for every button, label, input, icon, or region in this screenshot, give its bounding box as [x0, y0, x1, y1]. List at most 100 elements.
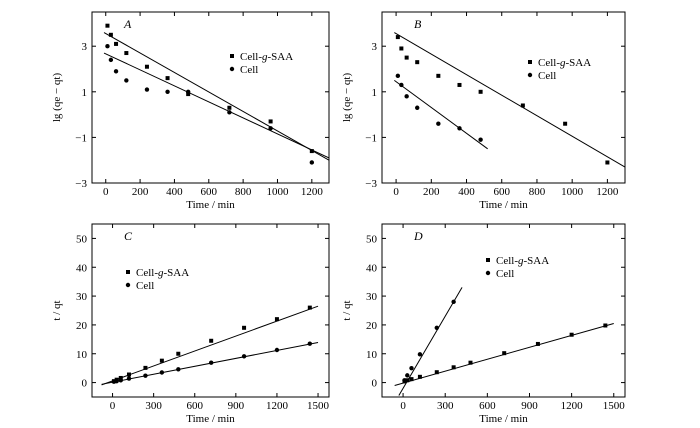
x-tick-label: 400: [166, 186, 183, 198]
data-point-cell: [159, 370, 165, 375]
x-axis-label: Time / min: [479, 413, 528, 425]
x-tick-label: 800: [235, 186, 252, 198]
data-point-cell-g-saa: [186, 92, 191, 97]
y-axis-label: t / qt: [341, 300, 353, 320]
legend-label: Cell-g-SAA: [538, 57, 591, 69]
y-axis-label: lg (qe − qt): [341, 73, 353, 123]
legend-marker: [527, 72, 533, 78]
x-tick-label: 800: [529, 186, 546, 198]
data-point-cell-g-saa: [395, 35, 400, 40]
y-tick-label: 20: [366, 320, 378, 332]
legend-marker: [125, 282, 131, 288]
data-point-cell-g-saa: [159, 358, 164, 363]
x-tick-label: 1200: [301, 186, 324, 198]
plot-area: [394, 32, 625, 168]
x-tick-label: 0: [103, 186, 109, 198]
y-tick-label: −1: [365, 132, 377, 144]
panel-label: A: [123, 17, 132, 31]
data-point-cell-g-saa: [409, 377, 414, 382]
data-point-cell: [309, 160, 315, 165]
y-tick-label: 10: [76, 349, 88, 361]
data-point-cell: [307, 341, 313, 346]
x-tick-label: 0: [110, 400, 116, 412]
data-point-cell-g-saa: [118, 375, 123, 380]
data-point-cell-g-saa: [209, 338, 214, 343]
data-point-cell: [227, 110, 232, 115]
data-point-cell-g-saa: [520, 103, 525, 108]
fit-line-cell-g-saa: [101, 305, 319, 386]
x-tick-label: 600: [493, 186, 510, 198]
plot-frame: [381, 11, 626, 184]
y-tick-label: 40: [76, 262, 88, 274]
y-tick-label: 0: [82, 378, 88, 390]
x-tick-label: 400: [458, 186, 475, 198]
plot-area: [103, 23, 329, 165]
y-tick-label: 1: [82, 87, 88, 99]
data-point-cell: [399, 82, 404, 88]
panel-b: 0 200 400 600 800 1000 1200 −3 −1 1 3 Time / min lg …: [341, 11, 626, 211]
y-tick-label: 40: [366, 262, 378, 274]
fit-line-cell: [103, 52, 329, 159]
x-tick-label: 300: [437, 400, 454, 412]
y-tick-label: 50: [76, 233, 88, 245]
y-tick-label: 3: [82, 41, 88, 53]
x-tick-label: 1200: [266, 400, 289, 412]
y-tick-label: −3: [75, 178, 87, 190]
legend-label: Cell: [136, 280, 154, 292]
data-point-cell-g-saa: [563, 121, 568, 126]
data-point-cell-g-saa: [468, 360, 473, 365]
x-tick-label: 600: [479, 400, 496, 412]
panel-label: B: [414, 17, 422, 31]
data-point-cell: [176, 367, 181, 372]
data-point-cell-g-saa: [415, 60, 420, 65]
data-point-cell: [124, 78, 129, 83]
x-tick-label: 1000: [266, 186, 289, 198]
data-point-cell: [268, 126, 273, 131]
panel-label: D: [413, 229, 423, 243]
x-tick-label: 1000: [561, 186, 584, 198]
x-tick-label: 1500: [307, 400, 330, 412]
x-tick-label: 1200: [596, 186, 619, 198]
data-point-cell-g-saa: [143, 365, 148, 370]
fit-line-cell-g-saa: [394, 32, 625, 168]
data-point-cell: [208, 360, 214, 365]
data-point-cell-g-saa: [603, 323, 608, 328]
data-point-cell: [417, 352, 423, 357]
data-point-cell: [436, 121, 441, 126]
data-point-cell-g-saa: [569, 332, 574, 337]
legend-label: Cell-g-SAA: [136, 267, 189, 279]
data-point-cell-g-saa: [105, 23, 110, 28]
data-point-cell: [241, 354, 247, 359]
x-axis-label: Time / min: [186, 199, 235, 211]
data-point-cell: [274, 347, 280, 353]
data-point-cell-g-saa: [274, 317, 279, 322]
legend-label: Cell-g-SAA: [496, 255, 549, 267]
plot-frame: [91, 11, 330, 184]
x-tick-label: 200: [423, 186, 440, 198]
panel-a: 0 200 400 600 800 1000 1200 −3 −1 1 3 Time / min lg …: [51, 11, 330, 211]
data-point-cell: [105, 44, 110, 49]
y-tick-label: 30: [76, 291, 88, 303]
x-tick-label: 600: [186, 400, 203, 412]
legend-label: Cell: [240, 64, 258, 76]
data-point-cell-g-saa: [108, 32, 113, 37]
legend-marker: [486, 258, 490, 262]
data-point-cell-g-saa: [502, 351, 507, 356]
x-axis-label: Time / min: [479, 199, 528, 211]
x-tick-label: 0: [393, 186, 399, 198]
data-point-cell: [108, 57, 114, 63]
fit-line-cell-g-saa: [103, 32, 329, 161]
x-axis-label: Time / min: [186, 413, 235, 425]
data-point-cell-g-saa: [478, 89, 483, 94]
panel-label: C: [124, 229, 133, 243]
x-tick-label: 600: [201, 186, 218, 198]
data-point-cell: [478, 137, 483, 142]
y-tick-label: 1: [372, 87, 378, 99]
y-axis-label: lg (qe − qt): [51, 73, 63, 123]
plot-area: [394, 287, 614, 396]
y-tick-label: 50: [366, 233, 378, 245]
